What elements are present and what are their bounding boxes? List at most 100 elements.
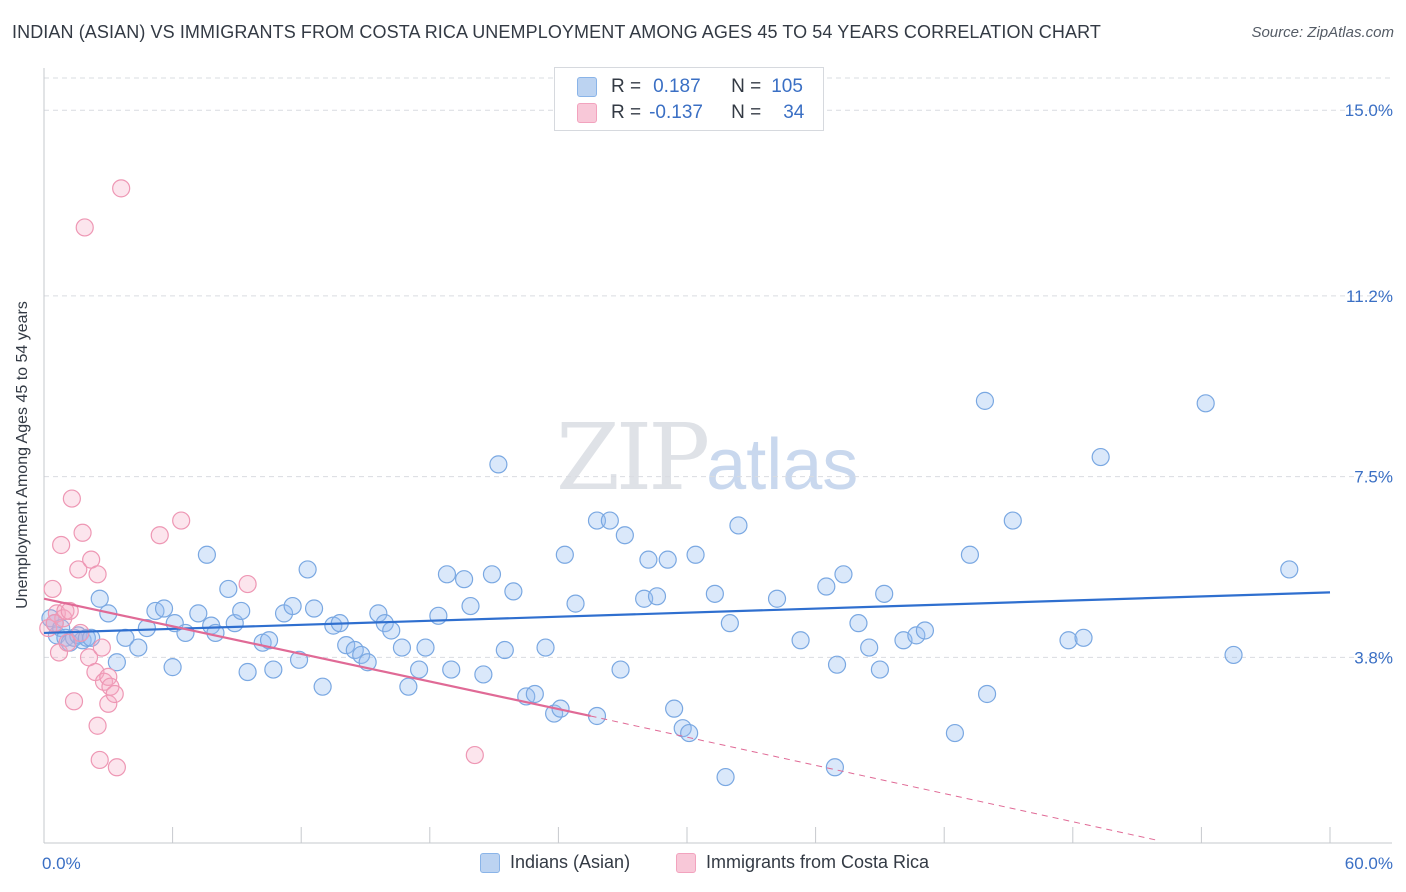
indian-point — [1091, 447, 1110, 467]
indian-point — [1196, 394, 1215, 413]
indian-point — [437, 565, 457, 584]
indian-point — [504, 582, 523, 601]
indian-point — [680, 723, 699, 743]
indian-point — [945, 723, 965, 743]
indian-point — [313, 677, 332, 696]
costa-point — [465, 745, 484, 765]
indian-point — [454, 570, 474, 589]
indian-point — [791, 631, 810, 650]
bottom-legend-costa: Immigrants from Costa Rica — [676, 852, 929, 873]
indian-point — [442, 660, 461, 679]
indian-point — [600, 511, 619, 530]
legend-r-label: R = — [611, 76, 642, 97]
indian-point — [409, 660, 429, 679]
indian-point — [611, 660, 630, 679]
costa-point — [64, 692, 84, 711]
indian-point — [825, 758, 844, 777]
indian-trend-line — [43, 591, 1331, 635]
x-tick-label: 60.0% — [1345, 854, 1393, 873]
indian-point — [482, 565, 502, 584]
bottom-legend-label-indian: Indians (Asian) — [510, 852, 631, 872]
indian-point — [536, 638, 555, 657]
costa-point — [172, 511, 191, 530]
indian-point — [849, 614, 868, 633]
indian-point — [352, 645, 371, 665]
indian-point — [1074, 628, 1093, 647]
indian-point — [382, 621, 401, 640]
indian-point — [137, 618, 156, 638]
indian-point — [870, 660, 890, 679]
indian-point — [817, 577, 836, 596]
indian-point — [686, 545, 705, 564]
indian-point — [587, 511, 607, 530]
indian-point — [525, 684, 544, 704]
costa-point — [45, 614, 64, 633]
costa-point — [75, 218, 94, 237]
legend-row-costa: R = -0.137 N = 34 — [577, 101, 804, 125]
legend-r-label: R = — [611, 102, 642, 123]
indian-point — [720, 614, 739, 633]
costa-point — [112, 179, 131, 198]
bottom-legend-indian: Indians (Asian) — [480, 852, 630, 873]
legend-n-value: 34 — [783, 102, 805, 123]
indian-point — [197, 545, 216, 564]
stats-legend: R = 0.187 N = 105 R = -0.137 N = 34 — [554, 67, 824, 131]
indian-point — [461, 596, 480, 616]
indian-point — [1003, 511, 1022, 530]
legend-r-value: -0.137 — [649, 102, 703, 123]
indian-point — [915, 621, 935, 640]
costa-trend-line — [43, 597, 591, 718]
indian-point — [129, 638, 148, 657]
costa-point — [54, 609, 73, 628]
indian-point — [767, 589, 787, 608]
costa-point — [88, 716, 107, 735]
indian-point — [154, 599, 174, 618]
watermark-zip: ZIP — [556, 404, 710, 511]
indian-point — [716, 767, 735, 787]
indian-point — [729, 516, 748, 535]
indian-point — [566, 594, 585, 613]
indian-point — [555, 545, 574, 564]
indian-point — [860, 638, 879, 657]
indian-point — [416, 638, 435, 657]
indian-point — [107, 653, 126, 672]
indian-point — [219, 579, 238, 599]
bottom-legend-swatch-indian — [480, 852, 500, 873]
y-tick-label: 7.5% — [1354, 468, 1393, 487]
costa-point — [238, 574, 257, 594]
costa-point — [60, 601, 79, 621]
chart-title: INDIAN (ASIAN) VS IMMIGRANTS FROM COSTA … — [12, 22, 1101, 42]
costa-point — [88, 565, 107, 584]
legend-swatch-indian — [577, 77, 597, 97]
costa-point — [69, 560, 88, 579]
indian-point — [705, 584, 724, 603]
indian-point — [289, 650, 309, 669]
legend-r-value: 0.187 — [653, 76, 701, 97]
indian-point — [975, 391, 995, 410]
indian-point — [875, 584, 894, 603]
legend-n-value: 105 — [771, 76, 803, 97]
costa-point — [107, 758, 126, 777]
indian-point — [1059, 631, 1078, 650]
indian-point — [977, 684, 997, 704]
indian-point — [392, 638, 412, 657]
y-tick-label: 3.8% — [1354, 648, 1393, 667]
indian-point — [337, 636, 356, 655]
costa-point — [62, 489, 81, 508]
indian-point — [665, 699, 684, 718]
indian-point — [658, 550, 677, 569]
indian-point — [1224, 645, 1243, 665]
x-tick-label: 0.0% — [42, 854, 81, 873]
indian-point — [495, 640, 514, 660]
indian-point — [259, 631, 279, 650]
indian-point — [304, 599, 324, 618]
indian-point — [474, 665, 493, 684]
source-label: Source: ZipAtlas.com — [1251, 24, 1394, 41]
indian-point — [264, 660, 283, 679]
indian-point — [399, 677, 418, 696]
costa-point — [43, 579, 62, 599]
y-axis-label: Unemployment Among Ages 45 to 54 years — [14, 301, 31, 609]
legend-swatch-costa — [577, 103, 597, 123]
indian-point — [238, 662, 257, 682]
